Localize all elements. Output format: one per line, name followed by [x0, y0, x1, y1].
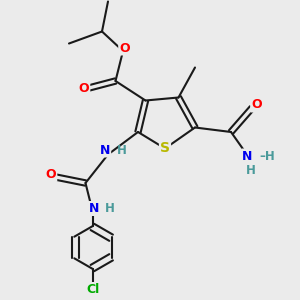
Text: H: H [105, 202, 115, 215]
Text: N: N [89, 202, 100, 215]
Text: Cl: Cl [86, 283, 100, 296]
Text: –H: –H [260, 149, 275, 163]
Text: N: N [242, 149, 253, 163]
Text: S: S [160, 142, 170, 155]
Text: N: N [100, 143, 110, 157]
Text: O: O [46, 167, 56, 181]
Text: H: H [246, 164, 255, 178]
Text: O: O [119, 41, 130, 55]
Text: O: O [79, 82, 89, 95]
Text: O: O [251, 98, 262, 112]
Text: H: H [117, 143, 127, 157]
